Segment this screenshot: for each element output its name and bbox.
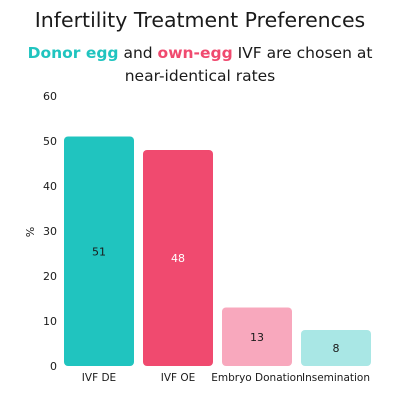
bar-value-label: 13 [250,331,264,344]
y-tick-label: 0 [50,360,57,373]
bar-embryo-donation [222,307,292,366]
y-tick-label: 50 [43,135,57,148]
subtitle-text-rest: IVF are chosen at [232,44,373,62]
subtitle-highlight-donor-egg: Donor egg [27,44,119,62]
y-tick-label: 40 [43,180,57,193]
bar-insemination [301,330,371,366]
x-category-label: Embryo Donation [211,372,303,384]
y-tick-label: 20 [43,270,57,283]
bar-value-label: 51 [92,245,106,258]
bar-ivf-oe [143,150,213,366]
x-category-label: Insemination [302,372,370,384]
y-tick-label: 60 [43,90,57,103]
x-category-label: IVF OE [161,372,196,384]
subtitle-highlight-own-egg: own-egg [157,44,233,62]
y-axis-label: % [24,227,37,237]
chart-title: Infertility Treatment Preferences [34,8,366,32]
bar-value-label: 48 [171,252,185,265]
chart-subtitle: Donor egg and own-egg IVF are chosen at … [0,42,400,88]
subtitle-line-2: near-identical rates [124,67,276,85]
y-tick-label: 30 [43,225,57,238]
x-category-label: IVF DE [82,372,116,384]
subtitle-text-and: and [118,44,158,62]
y-tick-label: 10 [43,315,57,328]
bar-ivf-de [64,136,134,366]
bar-value-label: 8 [333,342,340,355]
